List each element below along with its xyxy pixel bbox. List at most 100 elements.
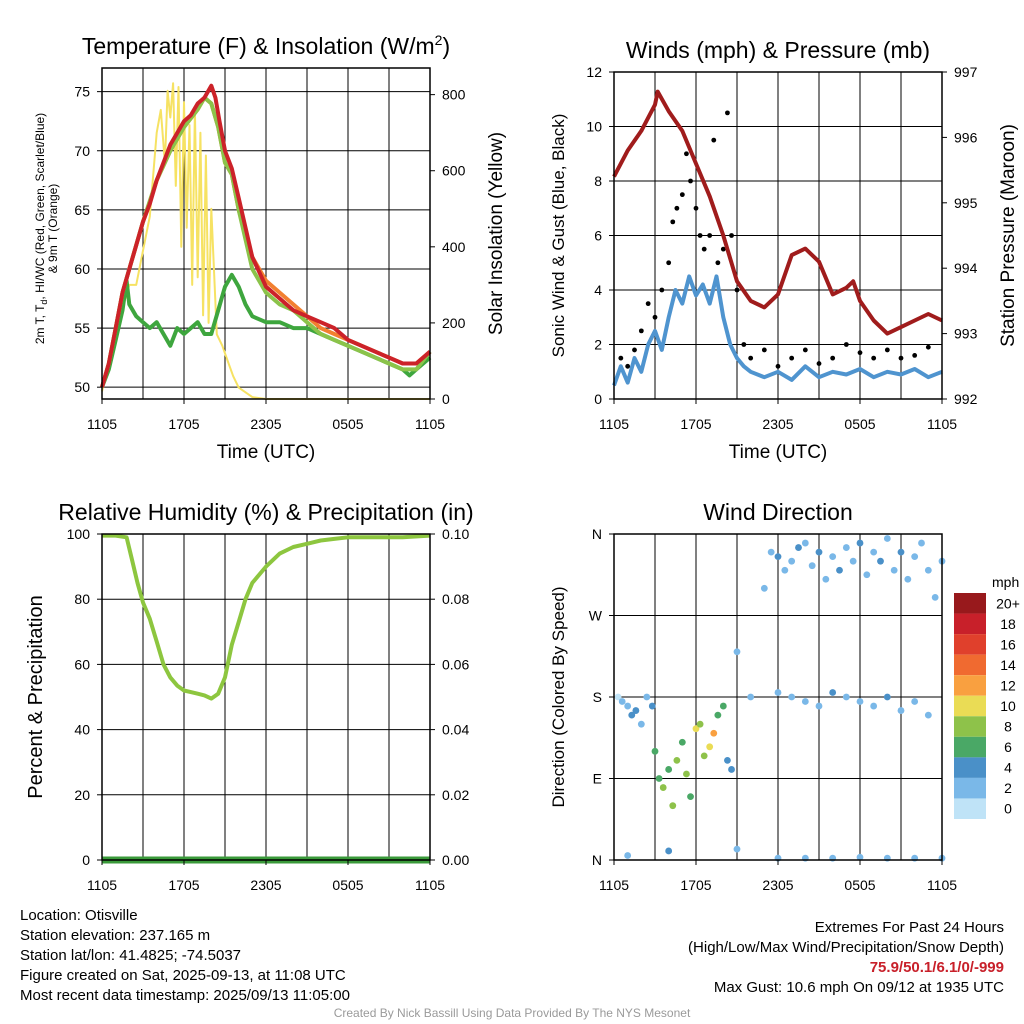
data-point-gust — [688, 178, 693, 184]
direction-point — [883, 693, 891, 701]
colorbar-label: 16 — [1000, 636, 1016, 652]
y-tick-label: 10 — [586, 119, 602, 135]
data-point-gust — [925, 344, 931, 350]
y-tick-label-right: 400 — [442, 239, 466, 255]
y-tick-label: 70 — [74, 143, 90, 159]
direction-point — [659, 784, 667, 791]
direction-point — [618, 698, 626, 705]
y-axis-label: Direction (Colored By Speed) — [549, 586, 568, 807]
direction-point — [870, 702, 878, 710]
x-tick-label: 1105 — [87, 416, 117, 432]
direction-point — [863, 571, 871, 579]
x-tick-label: 1105 — [415, 416, 445, 432]
direction-point — [808, 562, 816, 570]
data-point-gust — [775, 363, 781, 369]
y-axis-label: Percent & Precipitation — [25, 595, 47, 798]
x-tick-label: 0505 — [844, 416, 875, 432]
direction-point — [714, 711, 722, 719]
y-tick-label: 60 — [74, 261, 90, 277]
colorbar-label: 14 — [1000, 657, 1016, 673]
data-point-gust — [843, 342, 849, 347]
data-point-gust — [625, 363, 631, 369]
direction-point — [724, 756, 731, 764]
direction-point — [829, 553, 837, 561]
colorbar-label: 8 — [1004, 719, 1012, 735]
station-location: Location: Otisville — [20, 907, 138, 924]
data-point-gust — [652, 314, 658, 320]
direction-point — [897, 707, 905, 714]
colorbar-swatch — [954, 695, 986, 717]
data-point-gust — [697, 233, 703, 238]
colorbar-label: 12 — [1000, 677, 1016, 693]
data-point-gust — [666, 260, 672, 266]
x-tick-label: 2305 — [762, 877, 793, 893]
data-point-gust — [857, 350, 863, 356]
direction-point — [801, 698, 809, 705]
y-tick-label: 8 — [594, 173, 602, 189]
chart-wind: 1105 1705 2305 0505 1105 0 2 4 6 8 10 12 992 993 994 99… — [549, 37, 1019, 463]
x-tick-label: 1705 — [680, 416, 711, 432]
colorbar-label: 10 — [1000, 698, 1016, 714]
y-tick-label: 20 — [74, 787, 90, 803]
data-point-gust — [645, 301, 651, 307]
direction-point — [733, 845, 741, 853]
direction-point — [628, 711, 636, 719]
extremes-subtitle: (High/Low/Max Wind/Precipitation/Snow De… — [688, 939, 1004, 956]
colorbar-swatch — [954, 613, 986, 635]
chart-temp: 1105 1705 2305 0505 1105 50 55 60 65 70 75 0 200 400 6… — [33, 32, 507, 463]
direction-point — [710, 729, 718, 737]
credit-line: Created By Nick Bassill Using Data Provi… — [333, 1006, 691, 1020]
direction-point — [733, 648, 741, 656]
direction-point — [665, 847, 673, 855]
direction-point — [911, 698, 919, 705]
y-axis-label-right: Station Pressure (Maroon) — [998, 124, 1019, 347]
y-tick-label: 6 — [594, 228, 602, 244]
direction-point — [614, 693, 622, 701]
direction-point — [931, 593, 939, 601]
direction-point — [719, 702, 727, 710]
direction-point — [648, 702, 656, 710]
y-tick-label: W — [589, 608, 603, 624]
y-tick-label-right: 0 — [442, 391, 450, 407]
direction-point — [673, 756, 681, 764]
x-tick-label: 0505 — [332, 416, 363, 432]
direction-point — [655, 775, 663, 782]
direction-point — [728, 766, 735, 773]
x-tick-label: 1105 — [87, 877, 117, 893]
x-axis-label: Time (UTC) — [217, 442, 316, 463]
colorbar-swatch — [954, 757, 986, 778]
x-tick-label: 2305 — [762, 416, 793, 432]
y-tick-label: 0 — [594, 391, 602, 407]
direction-point — [692, 725, 700, 733]
extremes-info: Extremes For Past 24 Hours (High/Low/Max… — [688, 918, 1004, 998]
chart-title: Wind Direction — [703, 499, 853, 525]
y-tick-label: 60 — [74, 656, 90, 672]
series-line-pressure — [612, 89, 943, 336]
colorbar-label: 2 — [1004, 780, 1012, 796]
y-tick-label-right: 994 — [954, 260, 978, 276]
direction-point — [924, 711, 932, 719]
direction-point — [890, 566, 898, 574]
colorbar-unit: mph — [992, 574, 1019, 590]
y-tick-label-right: 997 — [954, 64, 978, 80]
direction-point — [924, 566, 932, 574]
direction-point — [624, 702, 632, 710]
direction-point — [904, 575, 912, 583]
x-tick-label: 2305 — [250, 416, 281, 432]
direction-point — [760, 584, 768, 592]
data-point-gust — [674, 205, 680, 211]
y-tick-label: 55 — [74, 320, 90, 336]
direction-point — [911, 553, 919, 561]
data-point-gust — [741, 342, 747, 347]
y-tick-label-right: 995 — [954, 195, 978, 211]
station-elevation: Station elevation: 237.165 m — [20, 927, 211, 944]
direction-point — [651, 747, 659, 755]
direction-point — [822, 575, 830, 583]
y-tick-label-right: 0.06 — [442, 656, 469, 672]
y-tick-label-right: 0.00 — [442, 852, 469, 868]
data-point-gust — [816, 361, 822, 366]
data-point-gust — [912, 353, 918, 358]
series-line-insolation — [101, 82, 430, 400]
data-point-gust — [830, 355, 836, 361]
direction-point — [781, 566, 789, 574]
